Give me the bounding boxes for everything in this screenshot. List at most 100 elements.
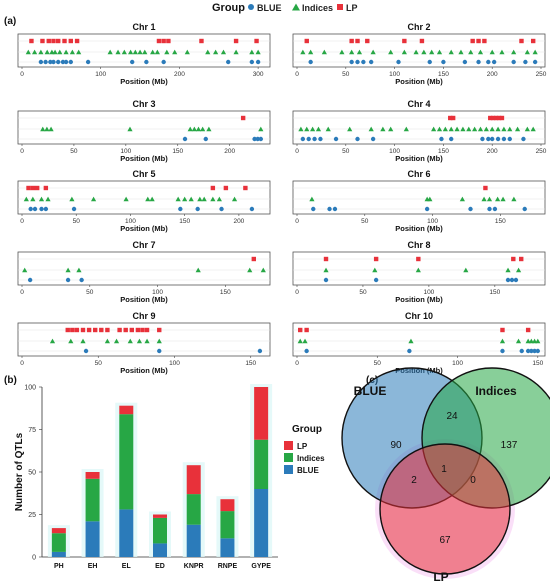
indices-point — [44, 126, 50, 132]
blue-point — [509, 277, 515, 283]
blue-point — [491, 59, 497, 65]
blue-point — [249, 59, 255, 65]
chromosome-panel-3: Chr 3 0 50 100 150 200 Position (Mb) — [17, 99, 271, 163]
x-tick-label: 100 — [125, 218, 136, 225]
chromosome-title: Chr 4 — [407, 99, 430, 109]
x-tick-label: 0 — [295, 289, 299, 296]
chromosome-title: Chr 3 — [132, 99, 155, 109]
indices-point — [489, 49, 495, 55]
stacked-bar-chart: 0 25 50 75 100 Number of QTLs PH EH EL ED KNPR RNPE… — [14, 384, 325, 570]
venn-region-count: 0 — [470, 475, 476, 486]
x-tick-label: 100 — [427, 218, 438, 225]
blue-point — [525, 348, 531, 354]
lp-point — [519, 38, 524, 44]
indices-point — [90, 196, 97, 202]
lp-point — [483, 185, 488, 191]
blue-point — [355, 59, 360, 65]
blue-point — [327, 206, 332, 212]
chromosome-title: Chr 10 — [405, 311, 433, 321]
x-axis-label: Position (Mb) — [120, 224, 168, 233]
indices-point — [499, 49, 505, 55]
x-tick-label: 50 — [95, 360, 103, 367]
indices-point — [201, 196, 207, 202]
blue-point — [195, 206, 200, 212]
venn-region-count: 2 — [411, 475, 417, 486]
lp-point — [304, 327, 309, 333]
blue-point — [523, 59, 528, 65]
venn-region-count: 90 — [390, 440, 402, 451]
indices-point — [220, 49, 227, 55]
indices-point — [442, 126, 448, 132]
blue-point — [424, 206, 430, 212]
blue-point — [492, 206, 498, 212]
blue-point — [507, 136, 512, 142]
blue-point — [332, 206, 338, 212]
indices-point — [233, 49, 239, 55]
legend-title: Group — [212, 2, 245, 14]
lp-point — [530, 38, 536, 44]
lp-point — [74, 38, 80, 44]
y-tick-label: 75 — [28, 427, 36, 434]
indices-point — [156, 338, 162, 344]
x-tick-label: 250 — [536, 71, 547, 78]
lp-point — [199, 38, 204, 44]
lp-point — [323, 256, 329, 262]
indices-point — [515, 338, 522, 344]
indices-point — [431, 126, 437, 132]
blue-point — [396, 59, 401, 65]
lp-point — [40, 38, 45, 44]
x-tick-label: 150 — [179, 218, 190, 225]
blue-point — [51, 59, 56, 65]
bar-segment-lp-gype — [254, 387, 269, 440]
bar-segment-blue-gype — [254, 489, 269, 557]
lp-point — [26, 185, 31, 191]
lp-point — [496, 115, 502, 121]
blue-point — [63, 59, 69, 65]
x-tick-label: 100 — [169, 360, 180, 367]
blue-point — [226, 59, 231, 65]
indices-point — [22, 267, 28, 273]
chromosome-title: Chr 9 — [132, 311, 155, 321]
blue-point — [449, 136, 454, 142]
blue-point — [318, 136, 323, 142]
blue-point — [513, 277, 519, 283]
bar-segment-lp-eh — [85, 472, 100, 479]
indices-point — [45, 196, 51, 202]
x-tick-label: 300 — [253, 71, 264, 78]
blue-point — [83, 348, 89, 354]
indices-point — [25, 49, 31, 55]
plot-frame — [17, 110, 271, 145]
x-axis-label: Position (Mb) — [120, 154, 168, 163]
indices-point — [188, 196, 194, 202]
lp-point — [62, 38, 67, 44]
blue-point — [361, 59, 366, 65]
lp-point — [298, 327, 303, 333]
bar-segment-blue-eh — [85, 521, 100, 557]
lp-point — [493, 115, 499, 121]
blue-point — [439, 136, 444, 142]
indices-point — [323, 267, 329, 273]
indices-point — [76, 49, 82, 55]
bar-segment-indices-gype — [254, 439, 269, 489]
legend-indices-label: Indices — [302, 3, 333, 13]
indices-point — [150, 49, 156, 55]
lp-point — [499, 115, 505, 121]
blue-point — [182, 136, 188, 142]
x-category-label: PH — [54, 563, 64, 570]
x-tick-label: 0 — [20, 360, 24, 367]
x-tick-label: 0 — [295, 148, 299, 155]
lp-point — [34, 185, 40, 191]
top-legend: Group BLUE Indices LP — [212, 2, 358, 14]
bar-segment-indices-ed — [153, 517, 167, 544]
bar-segment-lp-el — [119, 405, 134, 415]
blue-point — [43, 59, 48, 65]
lp-point — [166, 38, 171, 44]
lp-point — [240, 115, 246, 121]
indices-point — [63, 49, 69, 55]
chromosome-title: Chr 8 — [407, 240, 430, 250]
lp-point — [51, 38, 56, 44]
lp-point — [448, 115, 453, 121]
blue-point — [255, 136, 260, 142]
indices-point — [500, 196, 506, 202]
venn-set-label: BLUE — [354, 384, 387, 398]
